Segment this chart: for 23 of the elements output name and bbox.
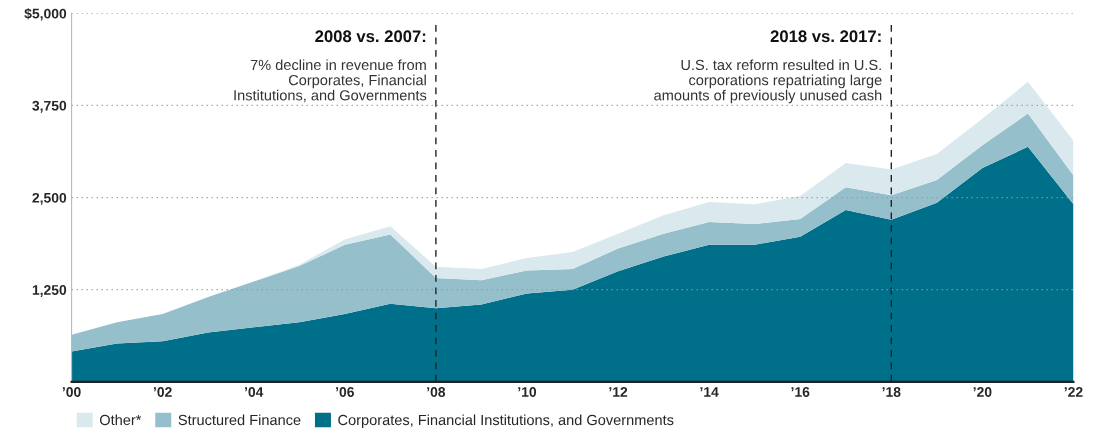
x-tick-label: ’22 <box>1064 387 1083 397</box>
y-tick-label: 2,500 <box>32 192 67 205</box>
annotation: U.S. tax reform resulted in U.S. corporations repatriating large amounts of previously unused cash <box>654 59 882 104</box>
x-tick-label: ’20 <box>973 387 992 397</box>
x-tick-label: ’18 <box>882 387 901 397</box>
ref-line-label: 2018 vs. 2017: <box>770 30 881 43</box>
y-tick-label: $5,000 <box>24 8 67 21</box>
legend-label: Other* <box>99 414 142 426</box>
y-tick-label: 1,250 <box>32 285 67 297</box>
x-tick-label: ’08 <box>427 387 446 397</box>
x-tick-label: ’10 <box>518 387 537 397</box>
annotation: 7% decline in revenue from Corporates, Financial Institutions, and Governments <box>234 59 427 103</box>
legend-label: Corporates, Financial Institutions, and Governments <box>338 414 674 429</box>
legend-label: Structured Finance <box>178 414 301 426</box>
y-tick-label: 3,750 <box>32 100 67 113</box>
x-tick-label: ’06 <box>336 387 354 397</box>
x-tick-label: ’12 <box>609 387 628 397</box>
x-tick-label: ’00 <box>62 387 81 397</box>
x-tick-label: ’02 <box>153 387 172 397</box>
x-tick-label: ’04 <box>245 387 264 397</box>
ref-line-label: 2008 vs. 2007: <box>315 30 426 43</box>
x-tick-label: ’14 <box>700 387 719 397</box>
x-tick-label: ’16 <box>791 387 810 397</box>
